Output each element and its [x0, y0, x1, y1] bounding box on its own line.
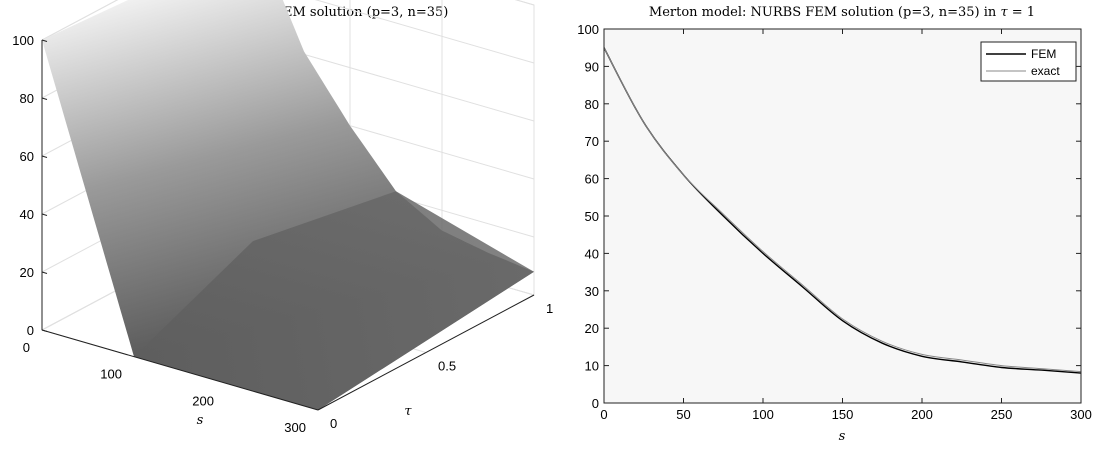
z-tick-label-2: 40 [20, 207, 34, 222]
z-tick-mark-1 [41, 271, 48, 274]
y-tick-label-5: 50 [585, 209, 599, 224]
x-tick-label-4: 200 [911, 407, 933, 422]
z-tick-mark-0 [41, 329, 48, 332]
z-tick-label-3: 60 [20, 149, 34, 164]
line-chart-title-variable: τ [1000, 5, 1008, 20]
tau-tick-label-1: 0.5 [438, 359, 456, 374]
x-tick-label-2: 100 [752, 407, 774, 422]
surface-x-axis-label: s [197, 413, 204, 428]
line-legend: FEM exact [980, 41, 1077, 82]
x-tick-label-1: 50 [676, 407, 690, 422]
y-tick-label-3: 30 [585, 284, 599, 299]
z-gridline-5 [41, 0, 535, 41]
surface-floor-shade [134, 191, 534, 410]
s-tick-label-1: 100 [100, 367, 122, 382]
legend-label-fem: FEM [1031, 47, 1056, 61]
x-tick-label-0: 0 [600, 407, 607, 422]
y-tick-label-6: 60 [585, 172, 599, 187]
z-tick-label-4: 80 [20, 91, 34, 106]
legend-box [980, 41, 1077, 82]
surface-y-axis-label: τ [404, 404, 412, 419]
surface-ticks: 0 20 40 60 80 100 0 100 200 300 0 0.5 1 [12, 33, 553, 435]
x-tick-label-6: 300 [1070, 407, 1092, 422]
s-tick-label-3: 300 [284, 420, 306, 435]
y-tick-label-2: 20 [585, 321, 599, 336]
s-tick-label-0: 0 [23, 340, 30, 355]
series-line-exact [603, 47, 1082, 373]
surface-body [42, 0, 534, 410]
y-tick-label-9: 90 [585, 59, 599, 74]
tau-tick-label-0: 0 [330, 416, 337, 431]
z-tick-mark-5 [41, 39, 48, 42]
z-tick-label-1: 20 [20, 265, 34, 280]
tau-tick-label-2: 1 [546, 301, 553, 316]
y-tick-label-10: 100 [577, 22, 599, 37]
line-chart: Merton model: NURBS FEM solution (p=3, n… [577, 5, 1092, 444]
s-tick-label-2: 200 [192, 393, 214, 408]
z-tick-mark-2 [41, 213, 48, 216]
legend-label-exact: exact [1031, 64, 1060, 78]
s-axis-line [41, 329, 319, 411]
surface-chart: Merton model: NURBS FEM solution (p=3, n… [12, 0, 553, 435]
z-tick-mark-4 [41, 97, 48, 100]
line-chart-title: Merton model: NURBS FEM solution (p=3, n… [649, 5, 1035, 20]
line-chart-title-value: = 1 [1008, 5, 1035, 20]
y-tick-label-1: 10 [585, 359, 599, 374]
y-tick-label-4: 40 [585, 246, 599, 261]
z-tick-mark-3 [41, 155, 48, 158]
x-tick-label-3: 150 [832, 407, 854, 422]
x-tick-label-5: 250 [991, 407, 1013, 422]
y-tick-label-8: 80 [585, 97, 599, 112]
line-ticks: 0 50 100 150 200 250 300 0 10 20 30 40 50 60 70 80 90 100 [577, 22, 1092, 422]
y-tick-label-7: 70 [585, 134, 599, 149]
z-tick-label-5: 100 [12, 33, 34, 48]
line-plot-area [604, 29, 1081, 403]
y-tick-label-0: 0 [592, 396, 599, 411]
line-x-axis-label: s [839, 429, 846, 444]
tau-axis-line [317, 294, 535, 411]
line-chart-title-prefix: Merton model: NURBS FEM solution (p=3, n… [649, 5, 997, 20]
z-tick-label-0: 0 [27, 323, 34, 338]
line-series [603, 47, 1082, 374]
